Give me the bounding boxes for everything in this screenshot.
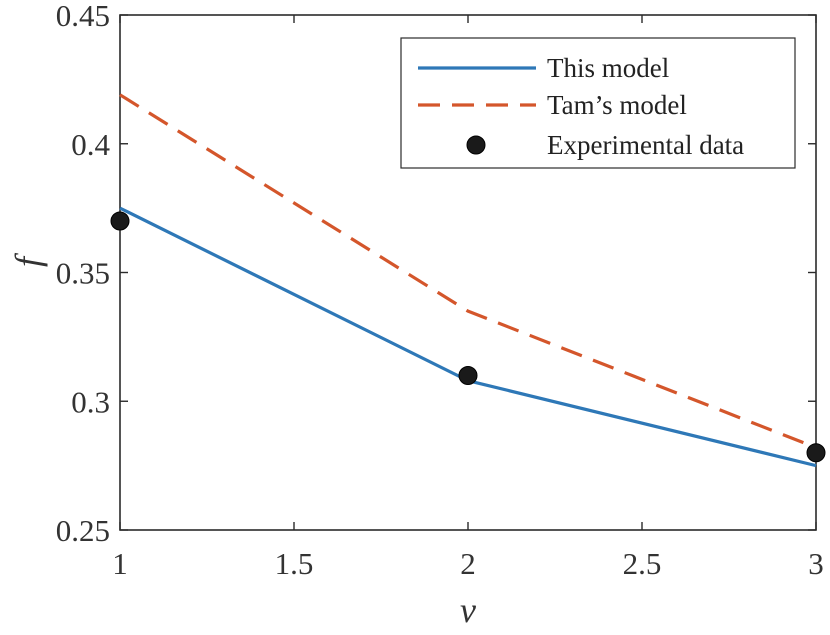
x-axis-title: ν — [460, 590, 476, 630]
y-tick-label: 0.45 — [56, 0, 110, 33]
legend-label-this-model: This model — [547, 53, 669, 83]
x-tick-label: 1 — [112, 546, 128, 581]
data-point-experimental-data — [458, 366, 478, 385]
y-tick-label: 0.4 — [71, 127, 110, 162]
data-point-experimental-data — [110, 211, 130, 231]
legend-label-tam-s-model: Tam’s model — [547, 90, 687, 120]
x-tick-label: 2 — [460, 546, 476, 581]
y-tick-label: 0.25 — [56, 513, 110, 548]
legend-label-experimental-data: Experimental data — [547, 130, 744, 160]
x-tick-label: 3 — [808, 546, 824, 581]
markers-layer — [110, 211, 826, 463]
y-tick-label: 0.35 — [56, 256, 110, 291]
series-line-this-model — [119, 206, 817, 468]
axis-ticks: 1 1.5 2 2.5 3 0.25 0.3 0.35 0.4 0.45 — [56, 0, 824, 581]
x-tick-label: 1.5 — [275, 546, 314, 581]
y-axis-title: f — [8, 252, 48, 267]
x-tick-label: 2.5 — [623, 546, 662, 581]
data-point-experimental-data — [806, 443, 826, 463]
series-line-tam-s-model — [119, 93, 817, 450]
y-tick-label: 0.3 — [71, 384, 110, 419]
legend-marker-experimental-data — [466, 135, 486, 155]
legend: This model Tam’s model Experimental data — [400, 37, 796, 169]
